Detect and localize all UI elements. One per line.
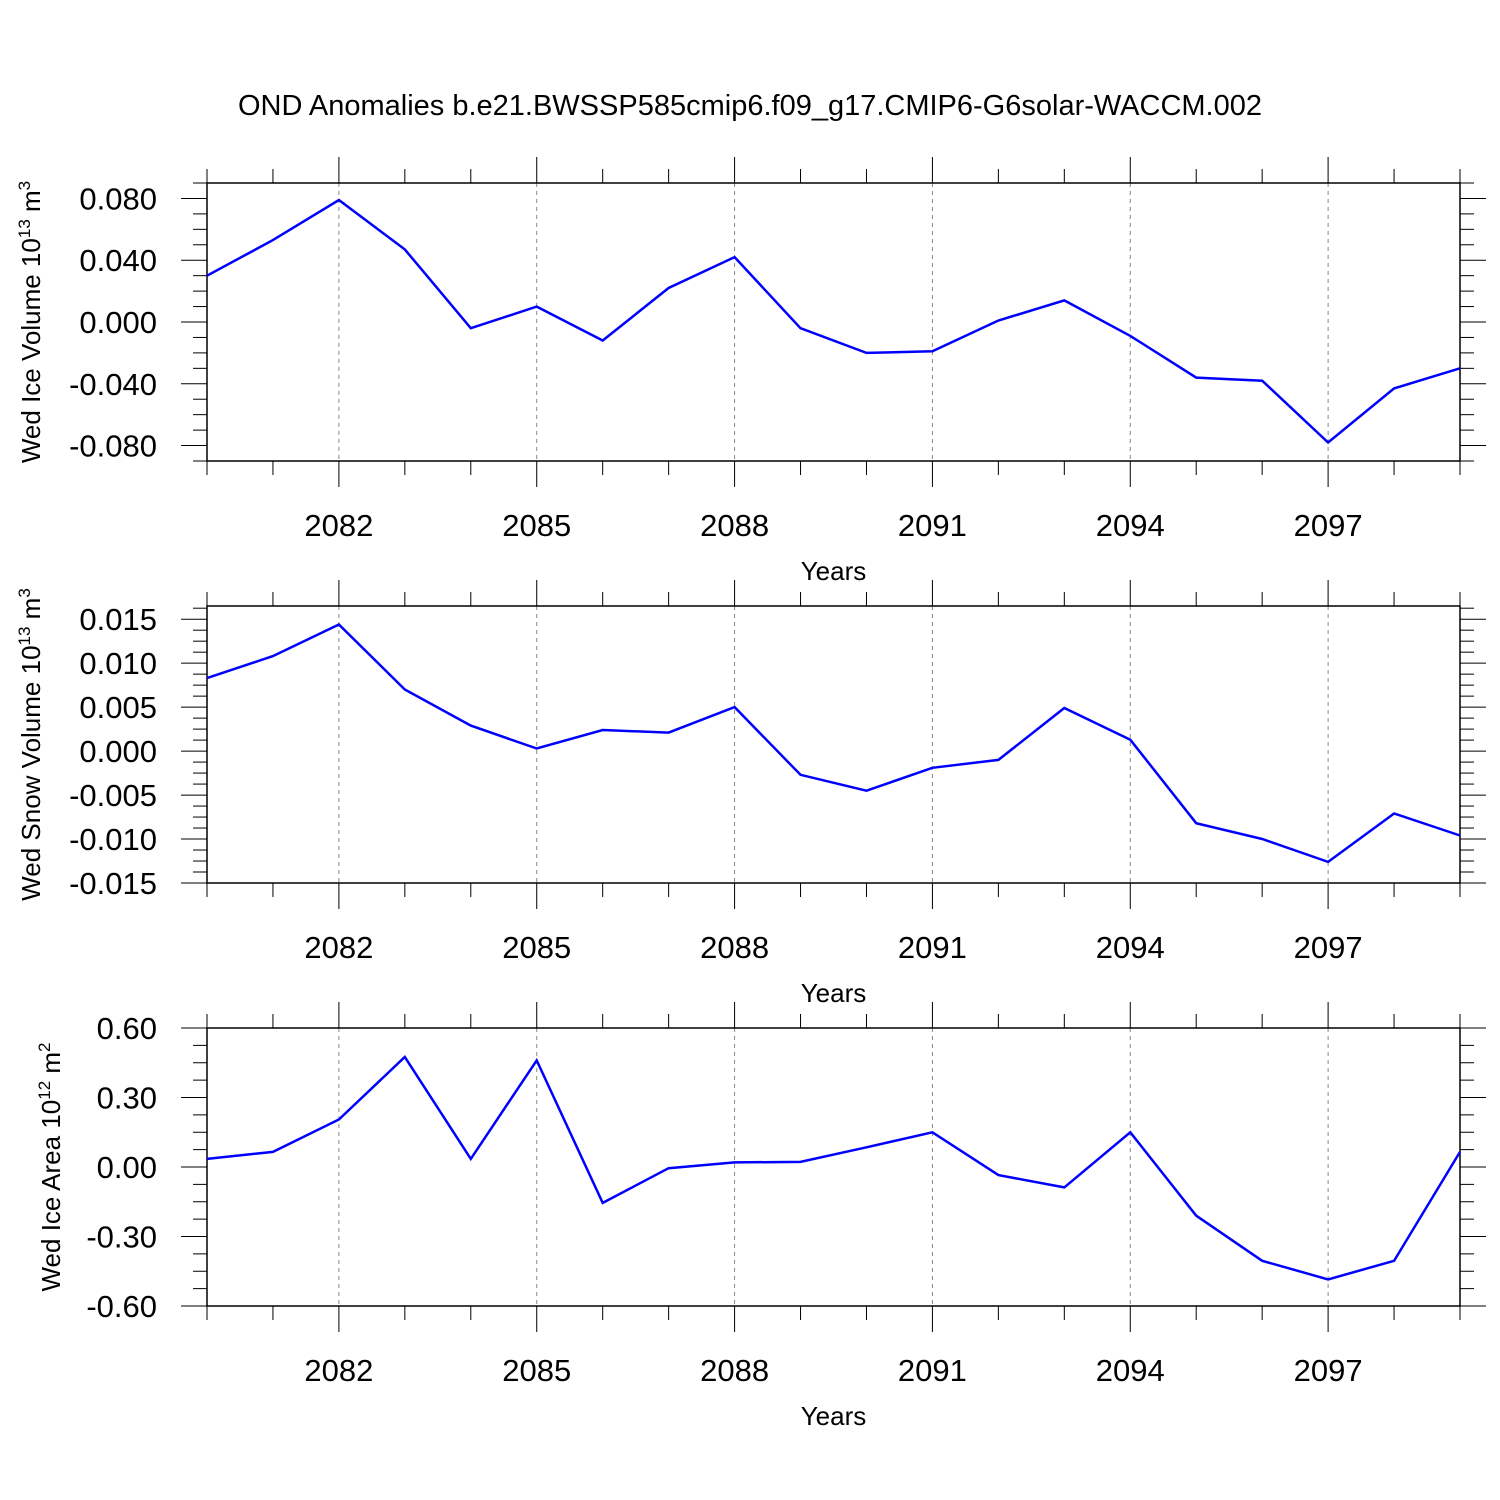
y-tick-label: -0.60 — [86, 1289, 157, 1324]
x-tick-label-2082: 2082 — [304, 1353, 373, 1388]
y-tick-label: 0.040 — [79, 243, 157, 278]
x-tick-label-2091: 2091 — [898, 930, 967, 965]
x-tick-label-2085: 2085 — [502, 508, 571, 543]
x-tick-label-2085: 2085 — [502, 1353, 571, 1388]
plot-frame — [206, 605, 1461, 884]
x-tick-label-2097: 2097 — [1294, 930, 1363, 965]
x-tick-label-2094: 2094 — [1096, 1353, 1165, 1388]
panel-2: 2082 2085 2088 2091 2094 2097 Years 0.015 0.010 0… — [15, 580, 1486, 1008]
y-tick-label: -0.30 — [86, 1220, 157, 1255]
y-tick-label: 0.000 — [79, 305, 157, 340]
plot-frame — [206, 182, 1461, 462]
x-tick-label-2082: 2082 — [304, 930, 373, 965]
y-tick-label: -0.005 — [69, 778, 157, 813]
x-tick-label-2088: 2088 — [700, 508, 769, 543]
y-axis-label: Wed Ice Volume 1013 m3 — [15, 181, 46, 463]
x-tick-label-2094: 2094 — [1096, 508, 1165, 543]
panel-3: 2082 2085 2088 2091 2094 2097 Years 0.60 0.30 0.0… — [35, 1002, 1486, 1431]
x-tick-label-2091: 2091 — [898, 1353, 967, 1388]
y-tick-label: 0.30 — [97, 1081, 157, 1116]
y-tick-label: -0.080 — [69, 429, 157, 464]
chart-title: OND Anomalies b.e21.BWSSP585cmip6.f09_g1… — [237, 90, 1263, 122]
x-axis-label: Years — [801, 978, 867, 1008]
x-axis-label: Years — [801, 556, 867, 586]
x-tick-label-2088: 2088 — [700, 930, 769, 965]
y-tick-label: 0.00 — [97, 1150, 157, 1185]
y-tick-label: 0.010 — [79, 646, 157, 681]
y-tick-label: 0.000 — [79, 734, 157, 769]
data-line-series — [206, 622, 1461, 864]
panel-1: 2082 2085 2088 2091 2094 2097 Years 0.080 0.040 0… — [15, 157, 1486, 586]
y-tick-label: -0.010 — [69, 822, 157, 857]
y-tick-label: 0.080 — [79, 181, 157, 216]
x-tick-label-2082: 2082 — [304, 508, 373, 543]
x-tick-label-2085: 2085 — [502, 930, 571, 965]
x-tick-label-2091: 2091 — [898, 508, 967, 543]
y-tick-label: -0.040 — [69, 367, 157, 402]
y-tick-label: -0.015 — [69, 866, 157, 901]
y-axis-label: Wed Ice Area 1012 m2 — [35, 1042, 66, 1291]
x-axis-label: Years — [801, 1401, 867, 1431]
x-tick-label-2088: 2088 — [700, 1353, 769, 1388]
y-tick-label: 0.015 — [79, 602, 157, 637]
y-axis-label: Wed Snow Volume 1013 m3 — [15, 588, 46, 901]
data-line-series — [206, 1055, 1462, 1281]
y-tick-label: 0.005 — [79, 690, 157, 725]
x-tick-label-2094: 2094 — [1096, 930, 1165, 965]
data-line-series — [206, 198, 1461, 445]
x-tick-label-2097: 2097 — [1294, 508, 1363, 543]
x-tick-label-2097: 2097 — [1294, 1353, 1363, 1388]
y-tick-label: 0.60 — [97, 1011, 157, 1046]
